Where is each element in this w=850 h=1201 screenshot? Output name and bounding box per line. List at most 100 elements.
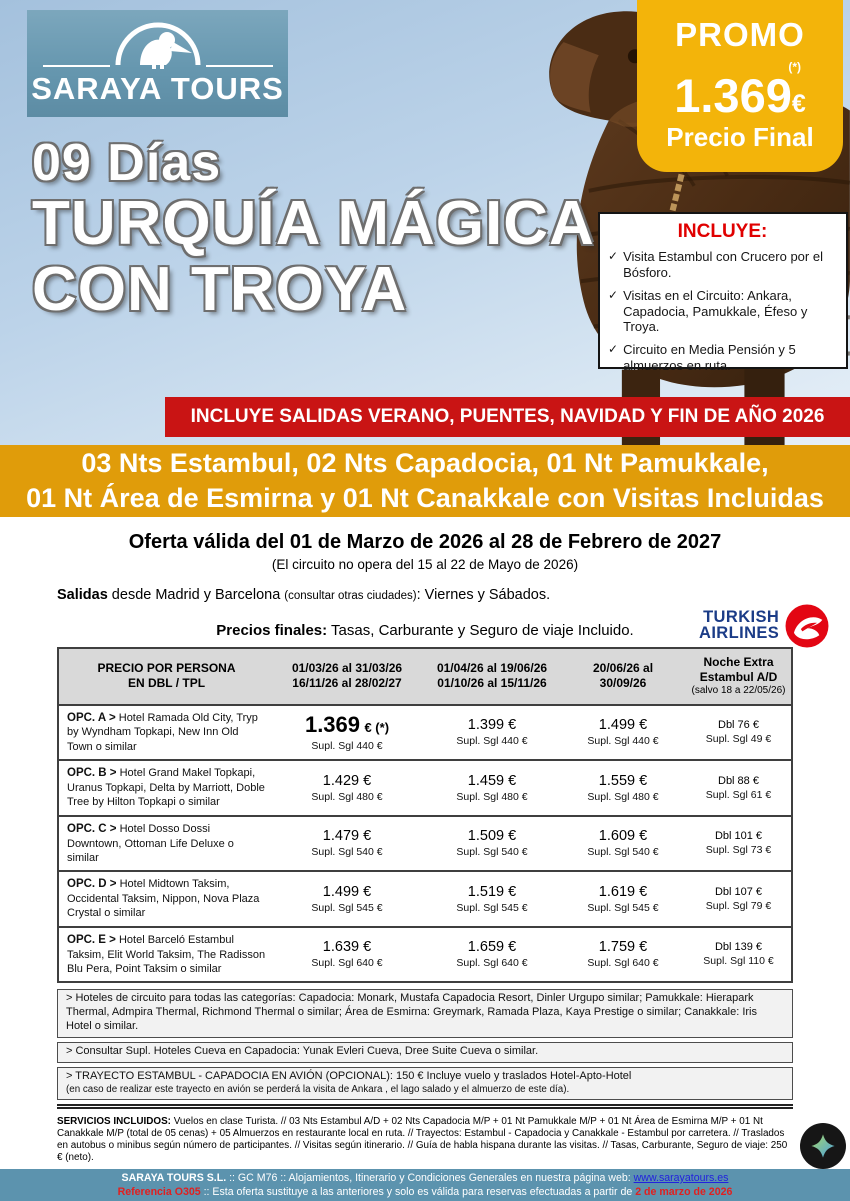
departures-mid: desde Madrid y Barcelona [107, 587, 285, 603]
check-icon: ✓ [608, 342, 619, 357]
footer-line1: SARAYA TOURS S.L. :: GC M76 :: Alojamien… [0, 1172, 850, 1186]
table-row-opc-c: OPC. C > Hotel Dosso Dossi Downtown, Ott… [59, 817, 791, 873]
price-main: 1.559 € [598, 772, 648, 789]
includes-item: ✓ Visita Estambul con Crucero por el Bós… [608, 249, 837, 281]
page-title: 09 Días TURQUÍA MÁGICA CON TROYA [32, 134, 595, 324]
price-supl: Supl. Sgl 480 € [587, 790, 659, 803]
header-line-small: (salvo 18 a 22/05/26) [691, 685, 786, 696]
note-flight-sub: (en caso de realizar este trayecto en av… [66, 1084, 570, 1095]
orange-banner-line1: 03 Nts Estambul, 02 Nts Capadocia, 01 Nt… [81, 447, 769, 478]
price-main: 1.399 € [467, 717, 517, 734]
double-rule-separator [57, 1104, 793, 1110]
promo-label: PROMO [675, 16, 805, 53]
check-icon: ✓ [608, 287, 619, 302]
price-supl: Supl. Sgl 540 € [456, 846, 528, 859]
hotels-text: Hotel Ramada Old City, Tryp by Wyndham T… [67, 711, 258, 753]
final-prices-note: Precios finales: Tasas, Carburante y Seg… [0, 622, 850, 639]
extra-supl: Supl. Sgl 110 € [703, 955, 774, 968]
price-supl: Supl. Sgl 545 € [311, 901, 383, 914]
hotels-cell: OPC. E > Hotel Barceló Estambul Taksim, … [59, 928, 274, 982]
header-line: Noche Extra [703, 655, 774, 669]
footer-line1-text: :: GC M76 :: Alojamientos, Itinerario y … [226, 1172, 634, 1184]
widget-button[interactable] [800, 1123, 846, 1169]
includes-item-text: Visitas en el Circuito: Ankara, Capadoci… [623, 287, 808, 335]
hotels-text: Hotel Grand Makel Topkapi, Uranus Topkap… [67, 767, 265, 809]
extra-supl: Supl. Sgl 79 € [705, 899, 772, 912]
header-line: 01/04/26 al 19/06/26 [436, 661, 548, 676]
orange-banner: 03 Nts Estambul, 02 Nts Capadocia, 01 Nt… [0, 445, 850, 517]
header-line: 01/03/26 al 31/03/26 [291, 661, 403, 676]
featured-price: 1.369 € (*) [305, 712, 389, 738]
price-supl: Supl. Sgl 440 € [456, 735, 528, 748]
airline-name-line1: TURKISH [703, 608, 780, 627]
header-line: 01/10/26 al 15/11/26 [437, 676, 547, 691]
note-flight-main: > TRAYECTO ESTAMBUL - CAPADOCIA EN AVIÓN… [66, 1070, 632, 1083]
footer-website-link[interactable]: www.sarayatours.es [633, 1172, 729, 1184]
fine-print-label: SERVICIOS INCLUIDOS: [57, 1116, 171, 1128]
extra-main: Dbl 107 € [714, 885, 763, 898]
footer-company: SARAYA TOURS S.L. [121, 1172, 227, 1184]
departures-end: : Viernes y Sábados. [416, 587, 551, 603]
table-row-opc-e: OPC. E > Hotel Barceló Estambul Taksim, … [59, 928, 791, 982]
price-cell: 1.559 € Supl. Sgl 480 € [564, 761, 682, 815]
price-suffix: € (*) [364, 720, 390, 736]
check-icon: ✓ [608, 249, 619, 263]
brand-logo-emblem [42, 13, 273, 69]
promo-subtitle: Precio Final [666, 121, 814, 152]
price-cell: 1.499 € Supl. Sgl 545 € [274, 872, 420, 926]
extra-night-cell: Dbl 139 € Supl. Sgl 110 € [682, 928, 795, 982]
extra-night-cell: Dbl 76 € Supl. Sgl 49 € [682, 706, 795, 760]
table-row-opc-d: OPC. D > Hotel Midtown Taksim, Occidenta… [59, 872, 791, 928]
header-line: PRECIO POR PERSONA [97, 661, 236, 676]
promo-price: 1.369€ [637, 72, 843, 119]
hero-section: SARAYA TOURS PROMO (*) 1.369€ Precio Fin… [0, 0, 850, 517]
header-cell-extra-night: Noche Extra Estambul A/D (salvo 18 a 22/… [682, 649, 795, 704]
price-cell: 1.609 € Supl. Sgl 540 € [564, 817, 682, 871]
price-cell: 1.619 € Supl. Sgl 545 € [564, 872, 682, 926]
price-main: 1.519 € [467, 883, 517, 900]
title-line-days: 09 Días [32, 134, 222, 192]
header-line: Estambul A/D [699, 670, 778, 684]
price-cell: 1.639 € Supl. Sgl 640 € [274, 928, 420, 982]
final-prices-text: Tasas, Carburante y Seguro de viaje Incl… [327, 622, 634, 639]
turkish-airlines-bird-icon [785, 604, 829, 648]
includes-box: INCLUYE: ✓ Visita Estambul con Crucero p… [598, 212, 848, 373]
footer-line2: Referencia O305 :: Esta oferta sustituye… [0, 1186, 850, 1200]
fine-print-servicios-incluidos: SERVICIOS INCLUIDOS: Vuelos en clase Tur… [57, 1116, 793, 1164]
price-cell: 1.659 € Supl. Sgl 640 € [420, 928, 564, 982]
table-row-opc-a: OPC. A > Hotel Ramada Old City, Tryp by … [59, 706, 791, 762]
price-cell: 1.459 € Supl. Sgl 480 € [420, 761, 564, 815]
extra-supl: Supl. Sgl 61 € [705, 788, 772, 801]
extra-supl: Supl. Sgl 49 € [705, 733, 772, 746]
opc-label: OPC. B > [67, 767, 117, 780]
price-main: 1.429 € [322, 772, 372, 789]
final-prices-bold: Precios finales: [216, 622, 328, 639]
footer-reference: Referencia O305 [117, 1185, 201, 1198]
opc-label: OPC. A > [67, 711, 116, 724]
price-supl: Supl. Sgl 640 € [456, 957, 528, 970]
price-supl: Supl. Sgl 545 € [456, 901, 528, 914]
price-cell: 1.499 € Supl. Sgl 440 € [564, 706, 682, 760]
header-cell-persona: PRECIO POR PERSONA EN DBL / TPL [59, 649, 274, 704]
airline-logo: TURKISH AIRLINES [699, 603, 830, 649]
price-supl: Supl. Sgl 440 € [587, 735, 659, 748]
airline-name: TURKISH AIRLINES [699, 608, 780, 641]
title-line-troya: CON TROYA [32, 254, 408, 324]
price-main: 1.759 € [598, 939, 648, 956]
includes-item: ✓ Circuito en Media Pensión y 5 almuerzo… [608, 342, 837, 374]
header-cell-season1: 01/03/26 al 31/03/26 16/11/26 al 28/02/2… [274, 649, 420, 704]
header-cell-season2: 01/04/26 al 19/06/26 01/10/26 al 15/11/2… [420, 649, 564, 704]
widget-star-icon [811, 1134, 835, 1158]
logo-rule-left [42, 65, 110, 67]
includes-title: INCLUYE: [677, 221, 768, 242]
price-main: 1.659 € [467, 939, 517, 956]
extra-main: Dbl 101 € [714, 830, 763, 843]
departures-bold: Salidas [57, 587, 108, 603]
price-main: 1.459 € [467, 772, 517, 789]
extra-main: Dbl 139 € [714, 941, 763, 954]
departures-small: (consultar otras ciudades) [284, 590, 417, 602]
footer-valid-date: 2 de marzo de 2026 [635, 1185, 733, 1198]
header-line: 20/06/26 al 30/09/26 [592, 661, 654, 691]
fine-print-text: Vuelos en clase Turista. // 03 Nts Estam… [57, 1116, 788, 1164]
price-main: 1.609 € [598, 828, 648, 845]
